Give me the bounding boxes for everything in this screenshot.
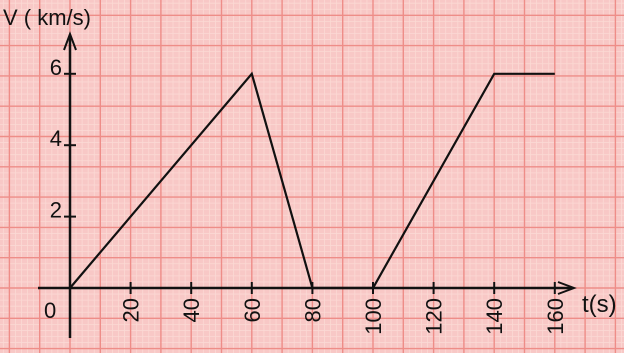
y-tick-label: 6 bbox=[50, 55, 62, 80]
x-tick-label: 60 bbox=[240, 298, 265, 322]
x-tick-label: 20 bbox=[119, 298, 144, 322]
origin-label: 0 bbox=[44, 298, 56, 323]
labels-layer: V ( km/s) t(s) 0 20 40 60 80 100 120 140 160 2 4 6 bbox=[3, 5, 617, 335]
x-tick-label: 120 bbox=[422, 298, 447, 335]
x-tick-label: 140 bbox=[482, 298, 507, 335]
y-tick-label: 2 bbox=[50, 198, 62, 223]
x-axis-arrow bbox=[557, 281, 577, 295]
x-tick-label: 100 bbox=[361, 298, 386, 335]
x-axis-label: t(s) bbox=[582, 291, 617, 318]
y-axis-arrow bbox=[63, 31, 77, 51]
x-tick-label: 80 bbox=[300, 298, 325, 322]
y-tick-label: 4 bbox=[50, 126, 62, 151]
x-tick-label: 40 bbox=[179, 298, 204, 322]
y-axis-label: V ( km/s) bbox=[3, 5, 91, 30]
series-layer bbox=[69, 71, 555, 290]
x-tick-label: 160 bbox=[543, 298, 568, 335]
series-line bbox=[69, 71, 555, 290]
